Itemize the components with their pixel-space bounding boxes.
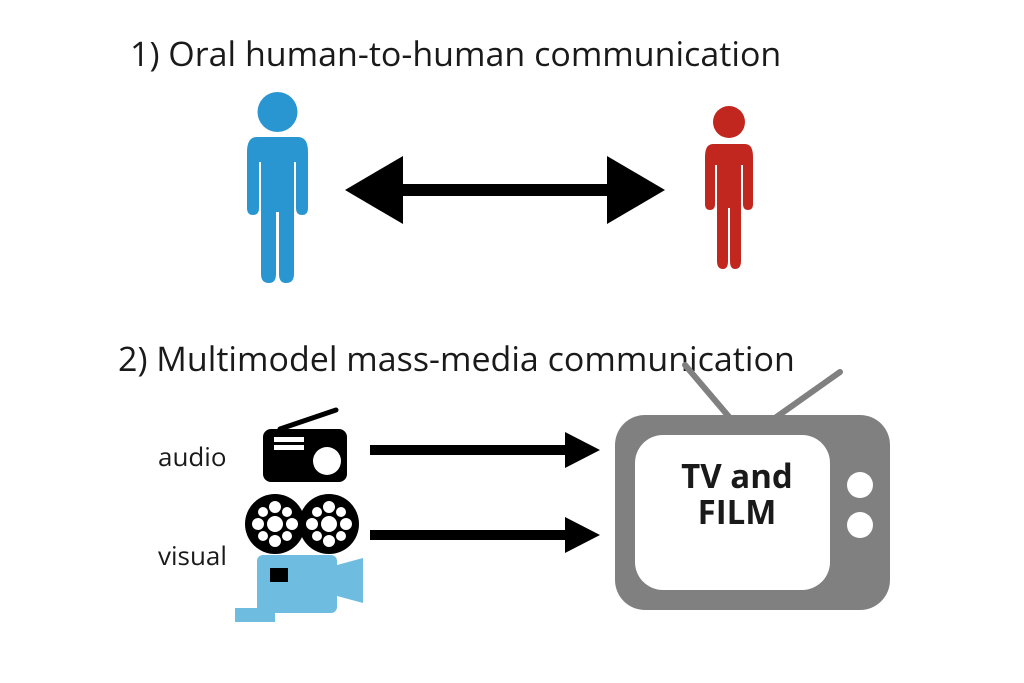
arrow-top-icon — [370, 430, 600, 470]
arrow-bottom-icon — [370, 515, 600, 555]
person-left-icon — [230, 90, 325, 285]
visual-label: visual — [158, 537, 227, 573]
radio-icon — [260, 407, 350, 485]
camera-icon — [235, 490, 365, 625]
person-right-icon — [690, 105, 768, 270]
audio-label: audio — [158, 438, 227, 474]
section1-title: 1) Oral human-to-human communication — [130, 30, 781, 76]
double-arrow-icon — [345, 152, 665, 228]
tv-label: TV and FILM — [657, 458, 817, 531]
